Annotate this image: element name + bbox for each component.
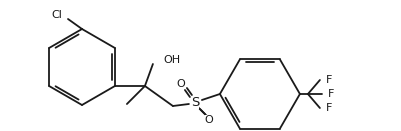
Text: OH: OH bbox=[163, 55, 180, 65]
Text: Cl: Cl bbox=[51, 10, 62, 20]
Text: F: F bbox=[328, 89, 334, 99]
Text: F: F bbox=[326, 75, 332, 85]
Text: S: S bbox=[191, 95, 199, 108]
Text: O: O bbox=[176, 79, 185, 89]
Text: F: F bbox=[326, 103, 332, 113]
Text: O: O bbox=[205, 115, 213, 125]
